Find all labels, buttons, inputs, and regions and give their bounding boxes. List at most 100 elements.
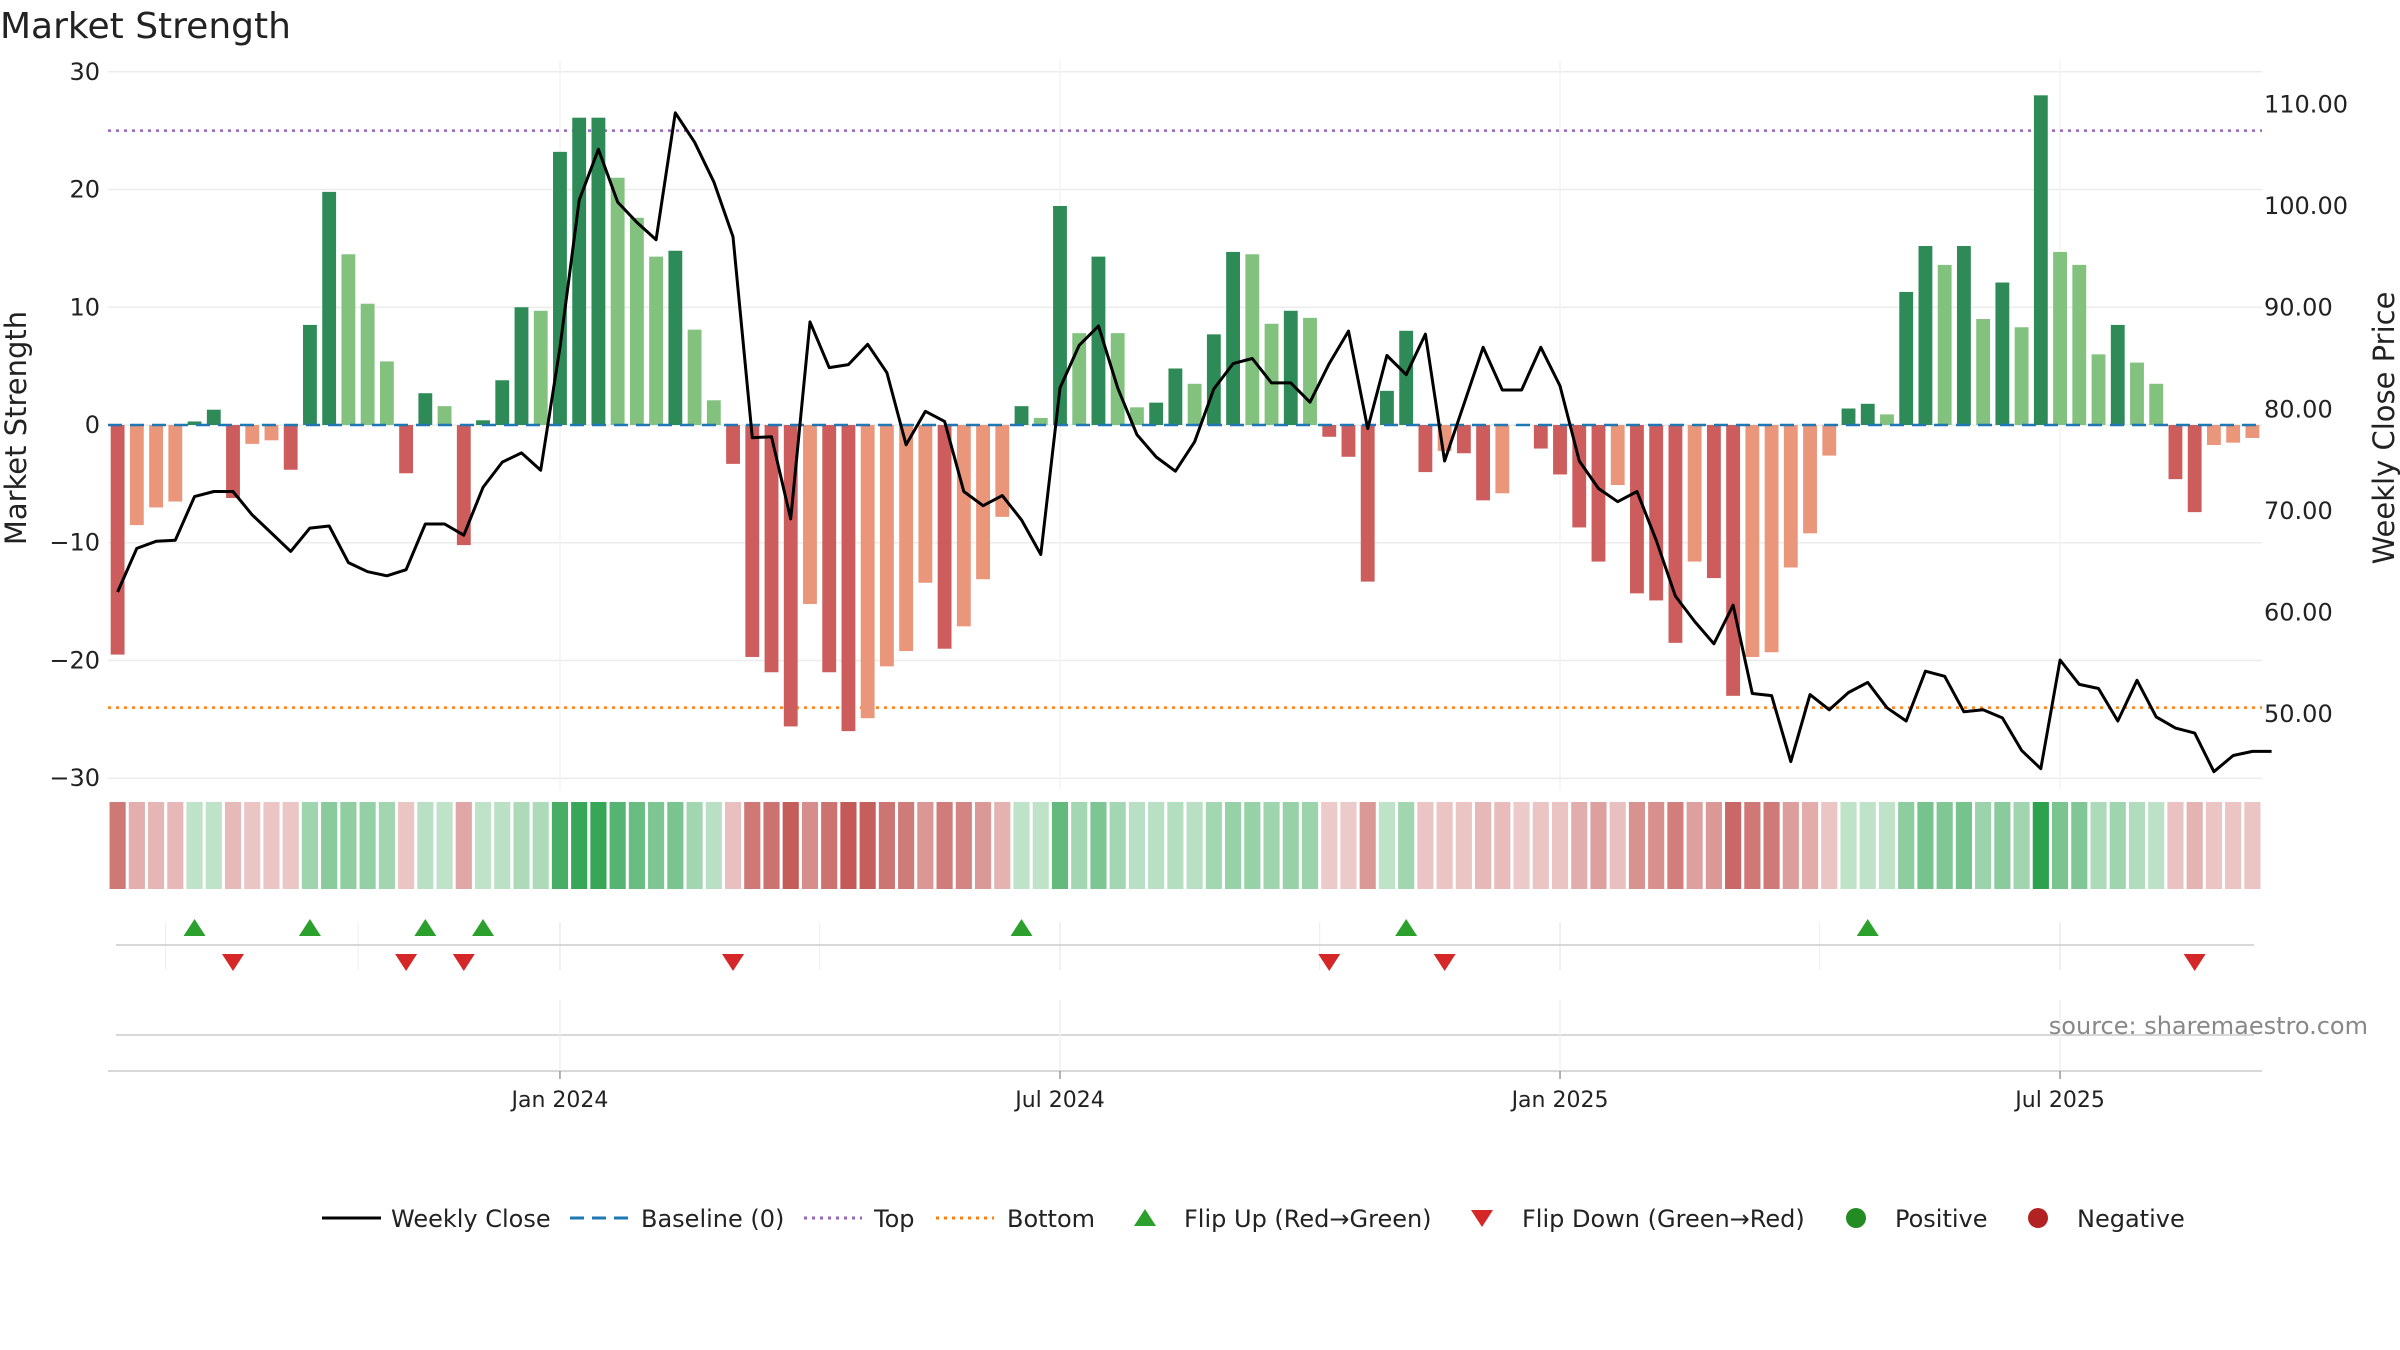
weekly-close-line-group — [116, 111, 2272, 774]
right-tick-label: 50.00 — [2264, 700, 2333, 728]
legend-item-negative: Negative — [2028, 1205, 2185, 1233]
strength-bar — [1822, 425, 1837, 456]
strength-bar — [1803, 425, 1817, 534]
heat-cell — [648, 802, 665, 889]
strength-bar — [322, 191, 337, 425]
heat-cell — [667, 802, 684, 889]
heat-cell — [2186, 802, 2203, 889]
left-axis-label: Market Strength — [0, 311, 33, 545]
heat-cell — [244, 802, 261, 889]
x-tick-label: Jan 2025 — [1510, 1088, 1609, 1113]
heat-cell — [840, 802, 857, 889]
negative-swatch — [2028, 1208, 2048, 1228]
heat-cell — [263, 802, 280, 889]
heat-cell — [1821, 802, 1838, 889]
x-tick-label: Jul 2025 — [2013, 1088, 2105, 1113]
legend-item-flip-down: Flip Down (Green→Red) — [1471, 1205, 1805, 1233]
heat-cell — [2167, 802, 2184, 889]
heat-cell — [763, 802, 780, 889]
heat-cell — [513, 802, 530, 889]
heat-cell — [167, 802, 184, 889]
strength-bar — [2187, 425, 2202, 513]
heat-cell — [2090, 802, 2107, 889]
legend-item-bottom: Bottom — [936, 1205, 1095, 1233]
strength-bar — [1668, 425, 1683, 643]
heat-cell — [1455, 802, 1472, 889]
reference-lines — [108, 129, 2262, 709]
legend-label: Negative — [2077, 1205, 2185, 1233]
strength-bar — [1899, 291, 1914, 425]
legend-label: Flip Down (Green→Red) — [1522, 1205, 1805, 1233]
strength-bar — [1303, 317, 1317, 425]
heat-cell — [590, 802, 607, 889]
flip-markers-panel — [116, 919, 2254, 1070]
heat-cell — [744, 802, 761, 889]
heat-cell — [1878, 802, 1896, 889]
heat-cell — [1551, 802, 1569, 889]
heat-cell — [782, 802, 799, 889]
strength-bar — [1245, 254, 1260, 425]
heat-cell — [398, 802, 415, 889]
heat-cell — [1994, 802, 2011, 889]
flip-down-marker — [1433, 954, 1456, 971]
strength-bar — [1264, 323, 1279, 425]
heat-cell — [1205, 802, 1222, 889]
strength-bars — [110, 95, 2260, 732]
heat-cell — [532, 802, 549, 889]
strength-bar — [1226, 251, 1241, 425]
strength-bar — [1149, 402, 1164, 425]
heat-cell — [436, 802, 453, 889]
strength-bar — [1610, 425, 1625, 486]
strength-bar — [129, 425, 144, 526]
strength-bar — [860, 425, 875, 719]
strength-bar — [591, 117, 606, 426]
strength-bar — [764, 425, 779, 673]
heat-cell — [551, 802, 569, 889]
heat-cell — [609, 802, 626, 889]
strength-bar — [303, 324, 317, 425]
strength-bar — [1341, 425, 1356, 457]
flip-down-marker — [722, 954, 745, 971]
strength-bar — [1860, 403, 1875, 425]
legend: Weekly Close Baseline (0) Top Bottom Flip Up… — [322, 1205, 2185, 1233]
heat-cell — [705, 802, 722, 889]
strength-bar — [1187, 383, 1202, 425]
strength-bar — [1168, 368, 1183, 425]
strength-bar — [495, 380, 510, 425]
flip-down-marker — [452, 954, 475, 971]
heat-cell — [1859, 802, 1876, 889]
left-tick-label: 10 — [69, 293, 100, 321]
heat-cell — [1282, 802, 1299, 889]
heat-cell — [936, 802, 953, 889]
heat-cell — [1590, 802, 1607, 889]
strength-bar — [1783, 425, 1798, 568]
strength-bar — [456, 425, 471, 546]
weekly-close-line — [116, 111, 2272, 774]
flip-up-marker — [472, 919, 495, 936]
heat-cell — [1398, 802, 1415, 889]
heat-cell — [1475, 802, 1492, 889]
flip-down-swatch — [1471, 1210, 1493, 1227]
heat-cell — [224, 802, 242, 889]
strength-bar — [437, 406, 452, 425]
heat-cell — [1244, 802, 1261, 889]
heat-cell — [1782, 802, 1799, 889]
source-note: source: sharemaestro.com — [2049, 1012, 2368, 1040]
strength-bar — [187, 421, 202, 425]
strength-bar — [1745, 425, 1760, 657]
strength-bar — [803, 425, 817, 604]
strength-bar — [1976, 319, 1991, 425]
heat-cell — [898, 802, 915, 889]
strength-bar — [245, 425, 260, 444]
strength-bar — [1706, 425, 1721, 579]
flip-up-marker — [414, 919, 437, 936]
strength-bar — [1591, 425, 1606, 562]
right-tick-label: 100.00 — [2264, 192, 2348, 220]
heat-cell — [2148, 802, 2165, 889]
strength-bar — [2130, 362, 2144, 425]
strength-bar — [1322, 425, 1337, 437]
strength-bar — [514, 307, 529, 425]
heat-cell — [1494, 802, 1511, 889]
strength-bar — [1880, 414, 1894, 425]
